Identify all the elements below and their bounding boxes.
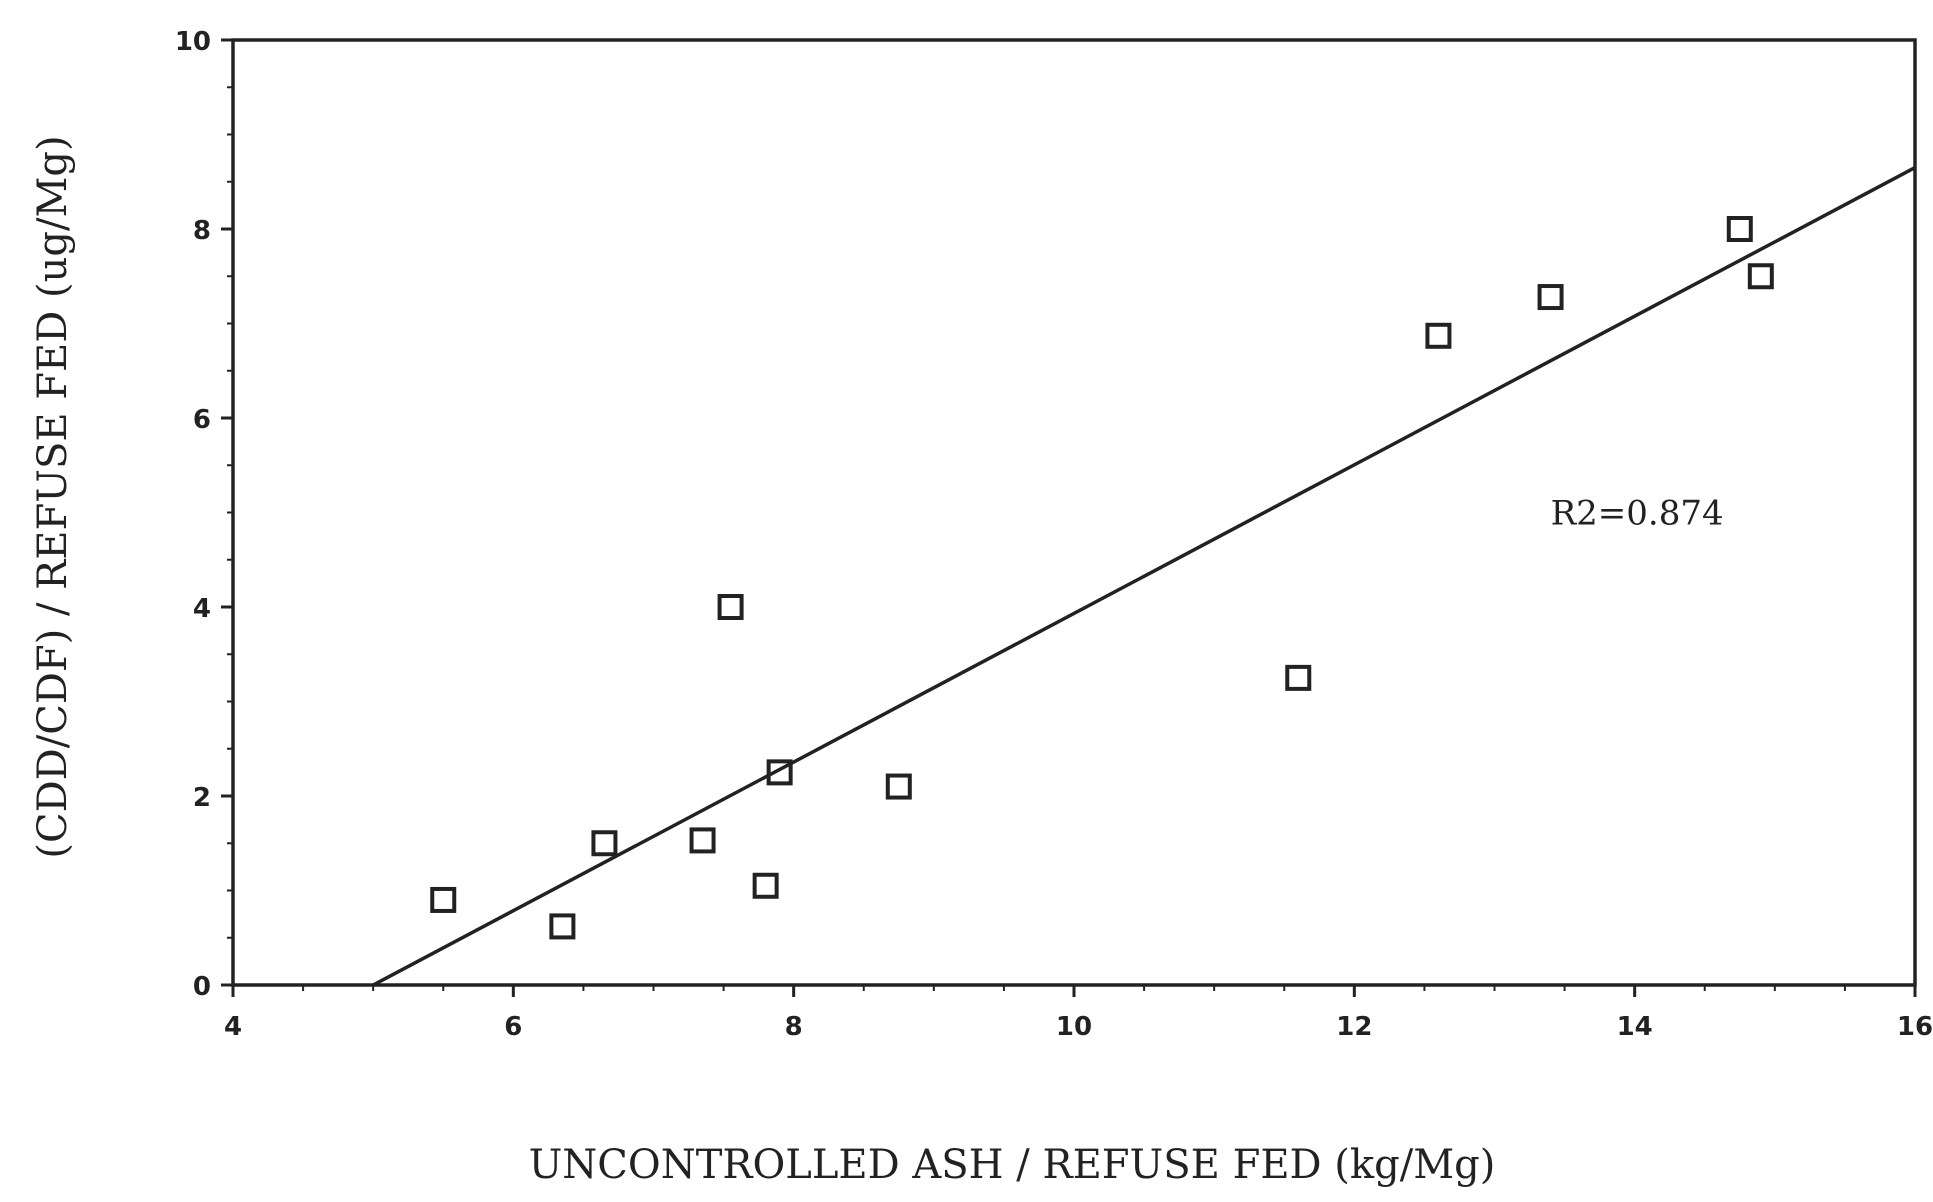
x-axis-title: UNCONTROLLED ASH / REFUSE FED (kg/Mg) [529, 1142, 1496, 1188]
trendline-layer [372, 166, 1916, 987]
data-point [430, 886, 457, 913]
points-layer [430, 216, 1774, 940]
data-point [1747, 263, 1774, 290]
x-tick-label: 14 [1617, 1012, 1653, 1042]
y-axis-title: (CDD/CDF) / REFUSE FED (ug/Mg) [30, 135, 76, 858]
data-point [885, 773, 912, 800]
data-point [717, 594, 744, 620]
data-point [689, 827, 716, 854]
y-tick-label: 4 [193, 594, 211, 624]
ticks-layer: 4 6 8 10 12 14 16 0 2 4 6 8 10 [175, 27, 1933, 1042]
y-tick-label: 0 [193, 972, 211, 1002]
y-tick-label: 10 [175, 27, 211, 57]
y-tick-label: 2 [193, 783, 211, 813]
data-point [1726, 216, 1753, 242]
data-point [591, 830, 618, 857]
y-tick-label: 6 [193, 405, 211, 435]
x-tick-label: 12 [1336, 1012, 1372, 1042]
data-point [549, 913, 576, 940]
data-point [1285, 664, 1312, 691]
data-point [1537, 284, 1564, 311]
data-point [752, 872, 779, 899]
x-tick-label: 16 [1897, 1012, 1933, 1042]
r-squared-annotation: R2=0.874 [1551, 494, 1724, 534]
x-tick-label: 6 [504, 1012, 522, 1042]
text-layer: UNCONTROLLED ASH / REFUSE FED (kg/Mg) (C… [30, 135, 1724, 1188]
x-tick-label: 4 [224, 1012, 242, 1042]
x-tick-label: 8 [785, 1012, 803, 1042]
data-point [766, 759, 793, 786]
regression-line [372, 166, 1916, 987]
data-point [1425, 322, 1452, 349]
y-tick-label: 8 [193, 216, 211, 246]
x-tick-label: 10 [1056, 1012, 1092, 1042]
